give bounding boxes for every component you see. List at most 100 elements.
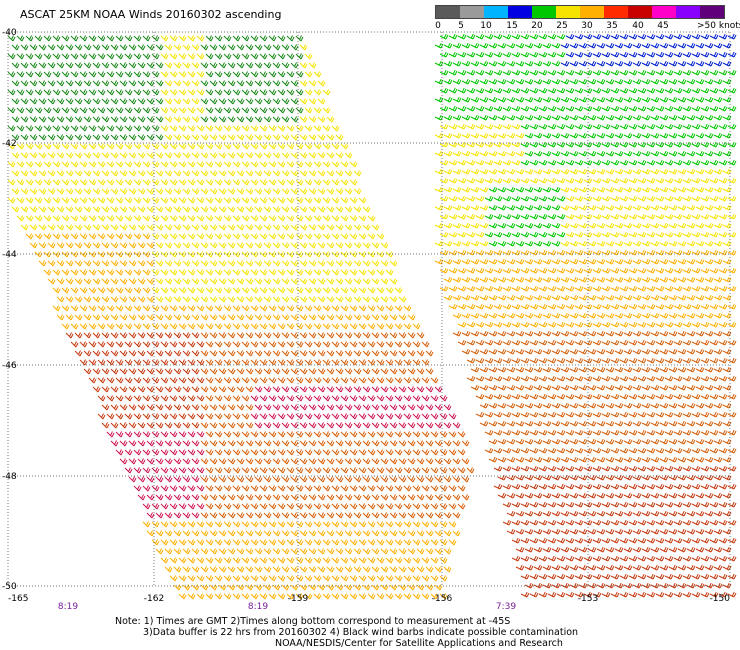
wind-barb xyxy=(529,321,539,328)
wind-barb xyxy=(128,188,137,195)
wind-barb xyxy=(592,357,602,364)
wind-barb xyxy=(430,449,439,456)
wind-barb xyxy=(547,537,557,544)
wind-barb xyxy=(637,519,647,526)
wind-barb xyxy=(686,456,696,463)
wind-barb xyxy=(475,267,485,274)
wind-barb xyxy=(367,575,376,582)
wind-barb xyxy=(421,539,430,546)
wind-barb xyxy=(308,530,317,537)
wind-barb xyxy=(466,33,476,40)
wind-barb xyxy=(610,519,620,526)
wind-barb xyxy=(232,233,241,240)
wind-barb xyxy=(38,242,47,249)
wind-barb xyxy=(110,224,119,231)
wind-barb xyxy=(461,440,470,447)
wind-barb xyxy=(304,107,313,114)
wind-barb xyxy=(637,501,647,508)
wind-barb xyxy=(430,395,439,402)
wind-barb xyxy=(191,494,200,501)
wind-barb xyxy=(389,548,398,555)
wind-barb xyxy=(497,96,507,103)
wind-barb xyxy=(115,107,124,114)
wind-barb xyxy=(151,161,160,168)
wind-barb xyxy=(218,332,227,339)
wind-barb xyxy=(160,71,169,78)
wind-barb xyxy=(659,240,669,247)
wind-barb xyxy=(502,33,512,40)
wind-barb xyxy=(641,438,651,445)
wind-barb xyxy=(331,197,340,204)
wind-barb xyxy=(389,368,398,375)
wind-barb xyxy=(439,141,449,148)
wind-barb xyxy=(416,512,425,519)
wind-barb xyxy=(160,161,169,168)
wind-barb xyxy=(403,341,412,348)
wind-barb xyxy=(65,116,74,123)
wind-barb xyxy=(200,278,209,285)
wind-barb xyxy=(191,368,200,375)
wind-barb xyxy=(430,521,439,528)
wind-barb xyxy=(232,503,241,510)
wind-barb xyxy=(259,503,268,510)
wind-barb xyxy=(277,35,286,42)
wind-barb xyxy=(583,33,593,40)
wind-barb xyxy=(727,69,737,76)
wind-barb xyxy=(83,368,92,375)
wind-barb xyxy=(452,168,462,175)
wind-barb xyxy=(637,429,647,436)
wind-barb xyxy=(376,503,385,510)
wind-barb xyxy=(515,186,525,193)
wind-barb xyxy=(547,51,557,58)
wind-barb xyxy=(358,287,367,294)
wind-barb xyxy=(443,222,453,229)
wind-barb xyxy=(556,573,566,580)
wind-barb xyxy=(565,393,575,400)
wind-barb xyxy=(29,134,38,141)
wind-barb xyxy=(268,143,277,150)
wind-barb xyxy=(182,170,191,177)
wind-barb xyxy=(317,152,326,159)
wind-barb xyxy=(101,224,110,231)
wind-barb xyxy=(659,186,669,193)
wind-barb xyxy=(227,260,236,267)
wind-barb xyxy=(592,285,602,292)
wind-barb xyxy=(686,582,696,589)
wind-barb xyxy=(610,357,620,364)
wind-barb xyxy=(205,521,214,528)
wind-barb xyxy=(533,150,543,157)
wind-barb xyxy=(263,80,272,87)
wind-barb xyxy=(709,159,719,166)
wind-barb xyxy=(142,233,151,240)
wind-barb xyxy=(421,485,430,492)
wind-barb xyxy=(43,35,52,42)
wind-barb xyxy=(308,188,317,195)
wind-barb xyxy=(182,386,191,393)
wind-barb xyxy=(619,447,629,454)
wind-barb xyxy=(560,96,570,103)
wind-barb xyxy=(187,53,196,60)
wind-barb xyxy=(430,593,439,600)
wind-barb xyxy=(254,242,263,249)
wind-barb xyxy=(403,395,412,402)
wind-barb xyxy=(655,303,665,310)
wind-barb xyxy=(286,161,295,168)
wind-barb xyxy=(479,348,489,355)
wind-barb xyxy=(367,215,376,222)
wind-barb xyxy=(502,141,512,148)
wind-barb xyxy=(479,258,489,265)
wind-barb xyxy=(164,206,173,213)
wind-barb xyxy=(196,143,205,150)
wind-barb xyxy=(668,78,678,85)
wind-barb xyxy=(331,557,340,564)
wind-barb xyxy=(241,287,250,294)
wind-barb xyxy=(583,465,593,472)
wind-barb xyxy=(650,186,660,193)
wind-barb xyxy=(200,458,209,465)
wind-barb xyxy=(326,152,335,159)
wind-barb xyxy=(583,501,593,508)
wind-barb xyxy=(61,125,70,132)
wind-barb xyxy=(178,449,187,456)
wind-barb xyxy=(380,530,389,537)
wind-barb xyxy=(538,303,548,310)
